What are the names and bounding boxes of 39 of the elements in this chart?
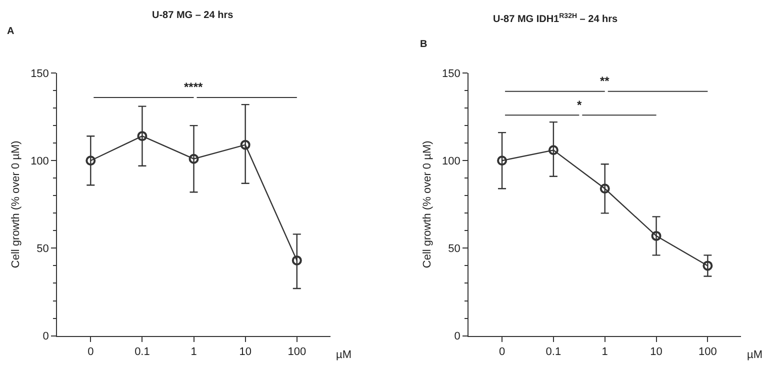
point bbox=[86, 156, 96, 166]
annotation: * bbox=[577, 98, 582, 112]
point bbox=[497, 156, 508, 166]
x-tick-label: 0.1 bbox=[546, 346, 562, 358]
point bbox=[188, 154, 199, 164]
y-tick-label: 50 bbox=[448, 243, 460, 256]
y-tick-label: 150 bbox=[30, 68, 49, 80]
point bbox=[240, 140, 250, 150]
x-tick-label: 10 bbox=[239, 346, 252, 358]
text: B bbox=[420, 39, 428, 50]
x-tick-label: 0 bbox=[88, 346, 94, 358]
annotation: ** bbox=[600, 74, 610, 88]
x-tick-label: 10 bbox=[650, 346, 662, 358]
y-axis-title: Cell growth (% over 0 µM) bbox=[10, 140, 22, 268]
annotation: **** bbox=[184, 80, 204, 94]
point bbox=[292, 255, 302, 266]
y-tick-label: 150 bbox=[442, 68, 460, 80]
point bbox=[702, 260, 713, 271]
text: A bbox=[7, 26, 14, 37]
x-axis-title: µM bbox=[747, 349, 763, 361]
y-tick-label: 0 bbox=[454, 330, 460, 343]
y-tick-label: 100 bbox=[442, 155, 460, 168]
y-axis-title: Cell growth (% over 0 µM) bbox=[422, 140, 434, 268]
x-tick-label: 0 bbox=[498, 346, 506, 358]
y-tick-label: 100 bbox=[30, 155, 49, 168]
point bbox=[548, 145, 558, 156]
x-axis-title: µM bbox=[336, 349, 352, 361]
x-tick-label: 0.1 bbox=[134, 346, 150, 358]
x-tick-label: 1 bbox=[190, 346, 197, 358]
point bbox=[137, 131, 148, 142]
x-tick-label: 100 bbox=[698, 346, 717, 358]
y-tick-label: 0 bbox=[42, 330, 49, 343]
chart-title: U-87 MG IDH1$^{R32H}$ – 24 hrs bbox=[493, 13, 618, 26]
x-tick-label: 1 bbox=[602, 346, 608, 358]
point bbox=[651, 230, 662, 241]
x-tick-label: 100 bbox=[288, 346, 306, 358]
point bbox=[600, 184, 610, 194]
chart-title: U-87 MG – 24 hrs bbox=[152, 10, 234, 21]
y-tick-label: 50 bbox=[36, 243, 49, 256]
